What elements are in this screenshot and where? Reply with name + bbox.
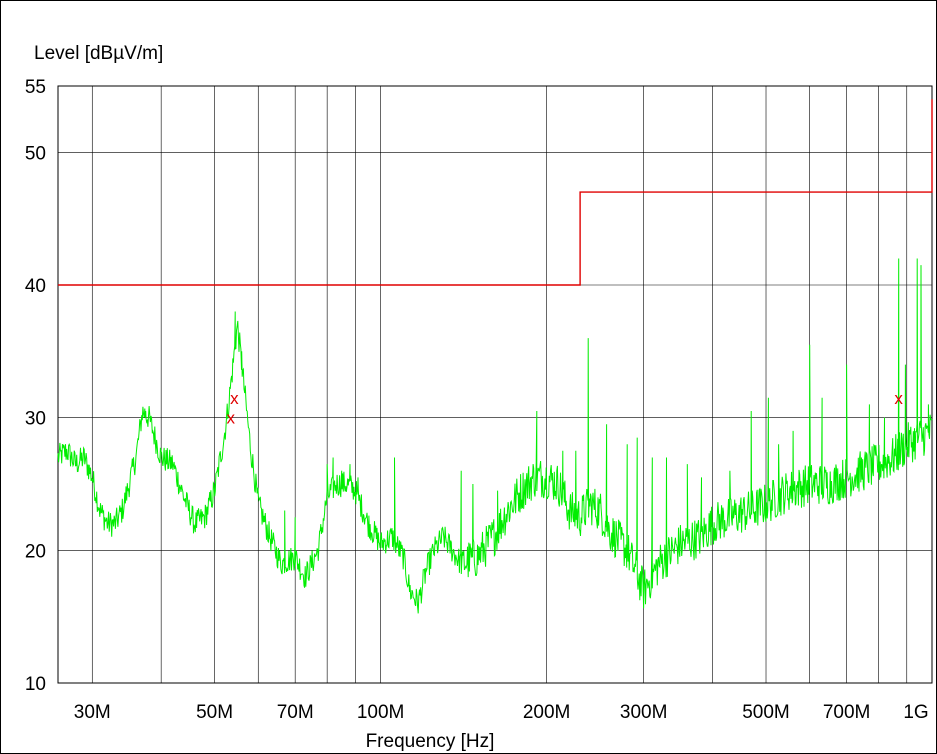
x-axis-label: Frequency [Hz] <box>366 731 495 752</box>
x-tick-label: 30M <box>74 702 111 723</box>
y-tick-label: 10 <box>25 674 46 695</box>
y-tick-label: 40 <box>25 276 46 297</box>
trace-layer <box>57 99 933 614</box>
plot-border <box>57 85 933 684</box>
x-tick-label: 100M <box>357 702 405 723</box>
marker-x: x <box>230 389 239 408</box>
x-tick-label: 500M <box>742 702 790 723</box>
x-tick-label: 70M <box>277 702 314 723</box>
y-tick-label: 50 <box>25 143 46 164</box>
markers: xx x <box>227 389 904 428</box>
limit-line <box>58 99 933 286</box>
y-tick-label: 30 <box>25 409 46 430</box>
marker-x: x <box>227 409 236 428</box>
tick-labels: 10 20 30 40 50 55 30M 50M 70M 100M 200M 300M 500M 700… <box>25 77 929 723</box>
x-tick-label: 300M <box>620 702 668 723</box>
x-tick-label: 1G <box>903 702 928 723</box>
marker-x: x <box>894 389 903 408</box>
grid <box>58 85 933 683</box>
x-tick-label: 200M <box>523 702 571 723</box>
measured-trace <box>57 258 933 614</box>
x-tick-label: 50M <box>196 702 233 723</box>
x-tick-label: 700M <box>823 702 871 723</box>
y-tick-label: 55 <box>25 77 46 98</box>
y-axis-label: Level [dBµV/m] <box>34 43 163 64</box>
y-tick-label: 20 <box>25 541 46 562</box>
